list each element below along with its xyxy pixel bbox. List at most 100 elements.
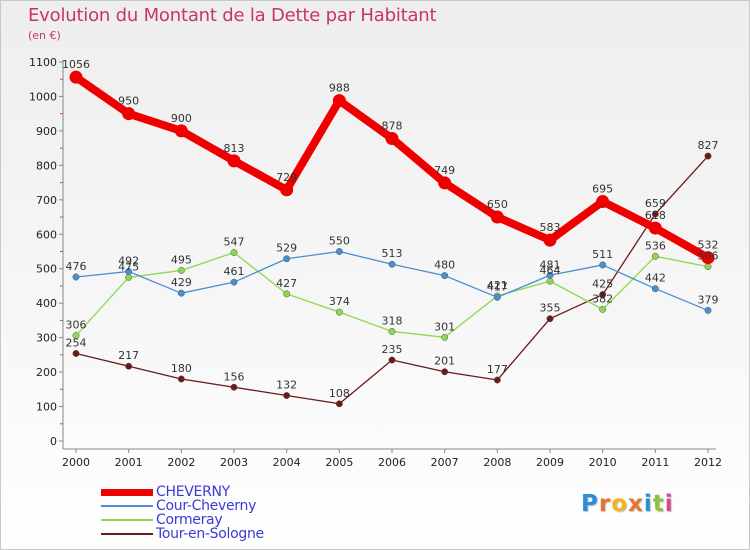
y-tick-label: 300 [36, 332, 57, 345]
x-tick-label: 2001 [115, 456, 143, 469]
data-label: 900 [171, 112, 192, 125]
data-label: 108 [329, 387, 350, 400]
data-point [599, 291, 607, 299]
data-point [335, 248, 343, 255]
data-label: 374 [329, 295, 350, 308]
data-point [441, 368, 449, 376]
x-tick-label: 2009 [536, 456, 564, 469]
data-point [280, 183, 294, 197]
data-point [388, 356, 396, 364]
data-point [490, 210, 504, 224]
chart-legend: CHEVERNY Cour-Cheverny Cormeray Tour-en-Sol… [101, 485, 264, 541]
data-point [283, 255, 291, 263]
data-point [543, 233, 557, 247]
y-tick-label: 1000 [29, 90, 57, 103]
y-tick-label: 500 [36, 263, 57, 276]
data-label: 429 [171, 276, 192, 289]
data-point [441, 272, 449, 280]
data-point [227, 154, 241, 168]
data-point [177, 375, 185, 383]
x-tick-label: 2010 [589, 456, 617, 469]
data-label: 417 [487, 280, 508, 293]
data-label: 475 [118, 260, 139, 273]
x-tick-label: 2006 [378, 456, 406, 469]
data-label: 301 [434, 320, 455, 333]
data-label: 382 [592, 292, 613, 305]
y-tick-label: 700 [36, 194, 57, 207]
data-label: 878 [382, 119, 403, 132]
y-tick-label: 400 [36, 297, 57, 310]
data-point [177, 267, 185, 274]
data-label: 547 [224, 236, 245, 249]
data-point [651, 285, 659, 293]
data-label: 464 [540, 264, 561, 277]
data-label: 427 [276, 277, 297, 290]
x-tick-label: 2004 [273, 456, 301, 469]
data-label: 480 [434, 259, 455, 272]
y-tick-label: 600 [36, 228, 57, 241]
logo-letter: P [581, 491, 599, 517]
data-point [599, 305, 607, 313]
data-point [546, 315, 554, 323]
x-tick-label: 2005 [325, 456, 353, 469]
data-label: 695 [592, 183, 613, 196]
data-label: 217 [118, 349, 139, 362]
data-point [72, 350, 80, 357]
data-label: 729 [276, 171, 297, 184]
data-label: 618 [645, 209, 666, 222]
data-label: 492 [118, 254, 139, 267]
data-point [651, 252, 659, 260]
x-tick-label: 2011 [641, 456, 669, 469]
data-label: 650 [487, 198, 508, 211]
logo-letter: t [652, 491, 665, 517]
data-point [704, 152, 712, 160]
data-point [648, 221, 662, 235]
data-point [335, 400, 343, 408]
data-point [385, 131, 399, 145]
logo-letter: x [628, 491, 644, 517]
data-label: 659 [645, 197, 666, 210]
data-label: 180 [171, 362, 192, 375]
data-label: 306 [66, 319, 87, 332]
data-point [125, 362, 133, 370]
data-label: 201 [434, 355, 455, 368]
legend-item: Tour-en-Sologne [101, 527, 264, 541]
legend-item: Cormeray [101, 513, 264, 527]
series-line-cheverny [72, 73, 712, 262]
data-point [230, 278, 238, 286]
data-point [441, 333, 449, 341]
data-label: 827 [698, 139, 719, 152]
data-point [388, 260, 396, 268]
legend-item: Cour-Cheverny [101, 499, 264, 513]
data-label: 235 [382, 343, 403, 356]
data-label: 476 [66, 260, 87, 273]
data-label: 988 [329, 82, 350, 95]
chart-unit: (en €) [28, 29, 61, 42]
x-tick-label: 2012 [694, 456, 722, 469]
data-label: 813 [224, 142, 245, 155]
data-point [72, 332, 80, 340]
data-point [493, 376, 501, 384]
data-label: 950 [118, 95, 139, 108]
x-tick-label: 2000 [62, 456, 90, 469]
data-point [283, 392, 291, 399]
y-tick-label: 900 [36, 125, 57, 138]
data-label: 536 [645, 239, 666, 252]
data-point [283, 290, 291, 298]
data-point [388, 327, 396, 335]
x-tick-label: 2003 [220, 456, 248, 469]
data-label: 749 [434, 164, 455, 177]
data-point [704, 263, 712, 271]
logo-letter: i [643, 491, 653, 517]
data-point [335, 308, 343, 316]
data-label: 583 [540, 221, 561, 234]
data-label: 511 [592, 248, 613, 261]
legend-label: CHEVERNY [156, 484, 230, 500]
data-point [596, 195, 610, 209]
legend-label: Cour-Cheverny [156, 498, 257, 514]
data-label: 177 [487, 363, 508, 376]
data-label: 481 [540, 258, 561, 271]
data-label: 442 [645, 272, 666, 285]
